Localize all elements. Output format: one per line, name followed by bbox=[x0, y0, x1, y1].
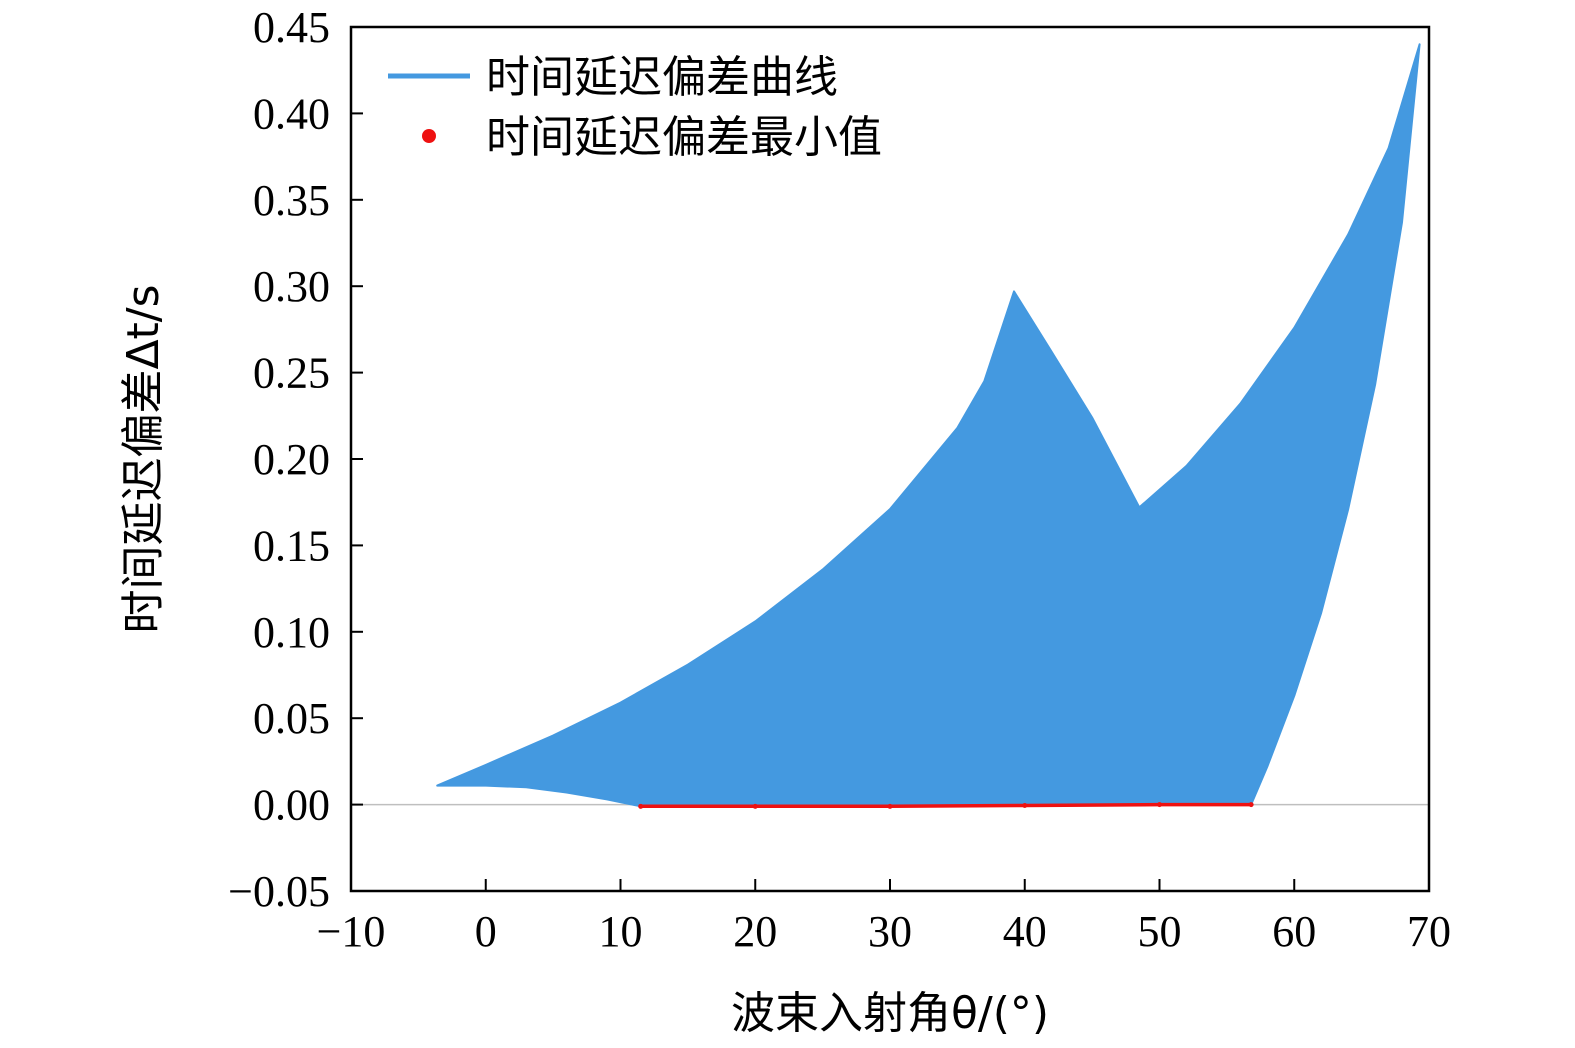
x-tick-label: 30 bbox=[868, 907, 912, 956]
legend-minimum-swatch bbox=[422, 129, 436, 143]
x-axis-label: 波束入射角θ/(°) bbox=[731, 988, 1049, 1039]
minimum-marker bbox=[752, 803, 758, 809]
legend: 时间延迟偏差曲线 时间延迟偏差最小值 bbox=[388, 52, 882, 163]
minimum-marker bbox=[1248, 802, 1254, 808]
y-axis: −0.05 0.00 0.05 0.10 0.15 0.20 0.25 0.30 0.35 0.4… bbox=[228, 3, 363, 916]
x-tick-label: 60 bbox=[1272, 907, 1316, 956]
x-tick-label: 10 bbox=[599, 907, 643, 956]
y-tick-label: 0.10 bbox=[253, 608, 330, 657]
y-tick-label: 0.25 bbox=[253, 349, 330, 398]
y-tick-label: 0.15 bbox=[253, 521, 330, 570]
y-tick-label: 0.20 bbox=[253, 435, 330, 484]
x-tick-label: 20 bbox=[733, 907, 777, 956]
y-tick-label: 0.35 bbox=[253, 176, 330, 225]
minimum-marker bbox=[887, 803, 893, 809]
x-axis: −10 0 10 20 30 40 50 60 70 bbox=[317, 879, 1451, 956]
y-tick-label: 0.45 bbox=[253, 3, 330, 52]
minimum-marker bbox=[1022, 802, 1028, 808]
legend-minimum-label: 时间延迟偏差最小值 bbox=[486, 112, 882, 163]
y-tick-label: 0.05 bbox=[253, 694, 330, 743]
x-tick-label: 50 bbox=[1138, 907, 1182, 956]
legend-curve-label: 时间延迟偏差曲线 bbox=[486, 52, 838, 103]
y-tick-label: −0.05 bbox=[228, 867, 330, 916]
minimum-markers bbox=[638, 802, 1254, 809]
y-tick-label: 0.40 bbox=[253, 89, 330, 138]
minimum-marker bbox=[1157, 802, 1162, 808]
y-axis-label: 时间延迟偏差Δt/s bbox=[118, 284, 169, 633]
y-tick-label: 0.30 bbox=[253, 262, 330, 311]
time-delay-deviation-minimum-line bbox=[640, 802, 1252, 809]
y-tick-label: 0.00 bbox=[253, 781, 330, 830]
x-tick-label: 40 bbox=[1003, 907, 1047, 956]
minimum-marker bbox=[638, 803, 644, 809]
x-tick-label: −10 bbox=[317, 907, 386, 956]
x-tick-label: 0 bbox=[475, 907, 497, 956]
plot-area bbox=[351, 43, 1429, 809]
x-tick-label: 70 bbox=[1407, 907, 1451, 956]
